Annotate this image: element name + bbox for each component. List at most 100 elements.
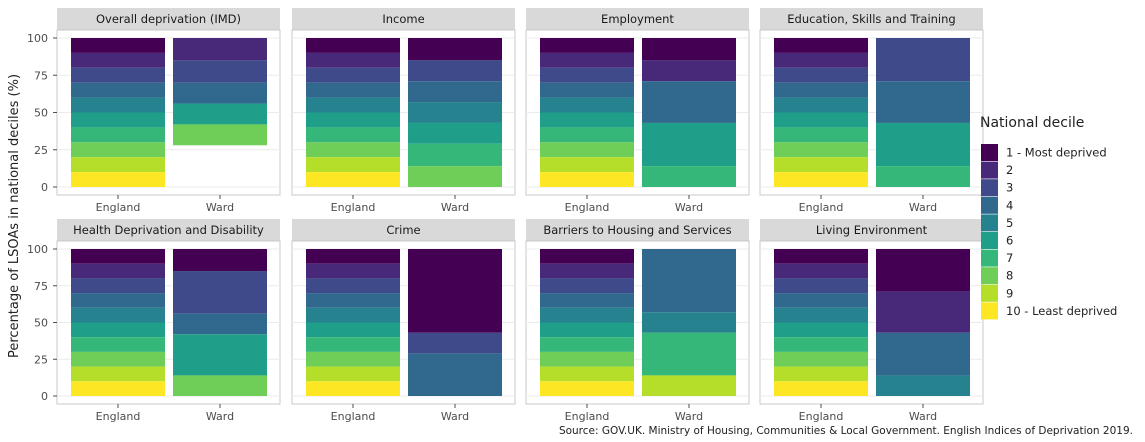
bar-segment bbox=[71, 322, 165, 338]
legend-label: 2 bbox=[1006, 163, 1013, 177]
bar-segment bbox=[774, 381, 868, 396]
bar-segment bbox=[71, 172, 165, 187]
bar-segment bbox=[774, 263, 868, 279]
bar-segment bbox=[71, 142, 165, 158]
bar-segment bbox=[71, 366, 165, 382]
bar-segment bbox=[642, 312, 736, 333]
bar-segment bbox=[540, 142, 634, 158]
bar-segment bbox=[774, 322, 868, 338]
facet-title: Living Environment bbox=[816, 223, 928, 237]
bar-segment bbox=[408, 122, 502, 144]
bar-segment bbox=[71, 67, 165, 83]
bar-segment bbox=[306, 38, 400, 53]
y-tick-label: 0 bbox=[41, 181, 48, 194]
bar-segment bbox=[540, 112, 634, 128]
bar-segment bbox=[540, 82, 634, 98]
bar-segment bbox=[173, 38, 267, 61]
bar-segment bbox=[642, 166, 736, 187]
facet-strip bbox=[57, 219, 280, 241]
bar-segment bbox=[774, 142, 868, 158]
bar-segment bbox=[173, 271, 267, 314]
facet-strip bbox=[760, 219, 983, 241]
bar-segment bbox=[774, 337, 868, 352]
bar-segment bbox=[774, 307, 868, 323]
bar-segment bbox=[306, 97, 400, 113]
y-tick-label: 25 bbox=[34, 353, 48, 366]
x-tick-label: England bbox=[799, 410, 844, 423]
bar-segment bbox=[540, 293, 634, 308]
bar-segment bbox=[306, 381, 400, 396]
bar-segment bbox=[540, 366, 634, 382]
bar-segment bbox=[306, 322, 400, 338]
bar-segment bbox=[173, 313, 267, 335]
legend-label: 3 bbox=[1006, 181, 1013, 195]
facet-strip bbox=[292, 8, 515, 30]
x-tick-label: Ward bbox=[675, 410, 703, 423]
bar-segment bbox=[540, 127, 634, 143]
x-tick-label: Ward bbox=[909, 201, 937, 214]
x-tick-label: England bbox=[96, 201, 141, 214]
bar-segment bbox=[540, 351, 634, 367]
y-tick-label: 75 bbox=[34, 69, 48, 82]
panels-layer: Overall deprivation (IMD) 0 25 50 75 100 Engla… bbox=[27, 8, 984, 423]
y-tick-label: 25 bbox=[34, 144, 48, 157]
bar-segment bbox=[306, 337, 400, 352]
bar-segment bbox=[306, 52, 400, 68]
legend-swatch bbox=[981, 179, 998, 197]
bar-segment bbox=[173, 334, 267, 376]
x-tick-label: England bbox=[565, 410, 610, 423]
bar-segment bbox=[71, 351, 165, 367]
legend-label: 1 - Most deprived bbox=[1006, 146, 1107, 160]
legend-swatch bbox=[981, 214, 998, 232]
bar-segment bbox=[173, 124, 267, 146]
bar-segment bbox=[774, 52, 868, 68]
bar-segment bbox=[306, 263, 400, 279]
bar-segment bbox=[774, 278, 868, 294]
bar-segment bbox=[71, 97, 165, 113]
y-tick-label: 100 bbox=[27, 32, 48, 45]
bar-segment bbox=[71, 263, 165, 279]
bar-segment bbox=[642, 38, 736, 61]
bar-segment bbox=[876, 375, 970, 396]
facet-panel: Overall deprivation (IMD) 0 25 50 75 100 Engla… bbox=[27, 8, 281, 214]
bar-segment bbox=[306, 67, 400, 83]
facet-panel: Income England Ward bbox=[291, 8, 516, 214]
facet-panel: Education, Skills and Training England War… bbox=[759, 8, 984, 214]
bar-segment bbox=[540, 278, 634, 294]
x-tick-label: Ward bbox=[206, 410, 234, 423]
legend: National decile 1 - Most deprived 2 3 4 5 6 7 8… bbox=[980, 115, 1117, 320]
facet-panel: Living Environment England Ward bbox=[759, 219, 984, 423]
facet-title: Crime bbox=[386, 223, 420, 237]
x-tick-label: England bbox=[96, 410, 141, 423]
x-tick-label: England bbox=[799, 201, 844, 214]
bar-segment bbox=[306, 112, 400, 128]
facet-title: Health Deprivation and Disability bbox=[73, 223, 264, 237]
bar-segment bbox=[540, 38, 634, 53]
bar-segment bbox=[540, 263, 634, 279]
facet-title: Overall deprivation (IMD) bbox=[96, 12, 241, 26]
facet-strip bbox=[526, 219, 749, 241]
bar-segment bbox=[306, 157, 400, 173]
bar-segment bbox=[642, 375, 736, 396]
facet-strip bbox=[292, 219, 515, 241]
facet-title: Employment bbox=[601, 12, 674, 26]
legend-items: 1 - Most deprived 2 3 4 5 6 7 8 9 10 - Least depr… bbox=[981, 144, 1117, 320]
legend-swatch bbox=[981, 302, 998, 320]
bar-segment bbox=[774, 293, 868, 308]
bar-segment bbox=[71, 157, 165, 173]
bar-segment bbox=[774, 97, 868, 113]
bar-segment bbox=[876, 291, 970, 333]
facet-title: Income bbox=[382, 12, 424, 26]
bar-segment bbox=[642, 81, 736, 123]
bar-segment bbox=[306, 172, 400, 187]
bar-segment bbox=[774, 127, 868, 143]
bar-segment bbox=[540, 249, 634, 264]
legend-swatch bbox=[981, 232, 998, 249]
bar-segment bbox=[774, 249, 868, 264]
bar-segment bbox=[540, 67, 634, 83]
facet-panel: Employment England Ward bbox=[525, 8, 750, 214]
bar-segment bbox=[408, 60, 502, 82]
bar-segment bbox=[876, 81, 970, 123]
bar-segment bbox=[774, 366, 868, 382]
